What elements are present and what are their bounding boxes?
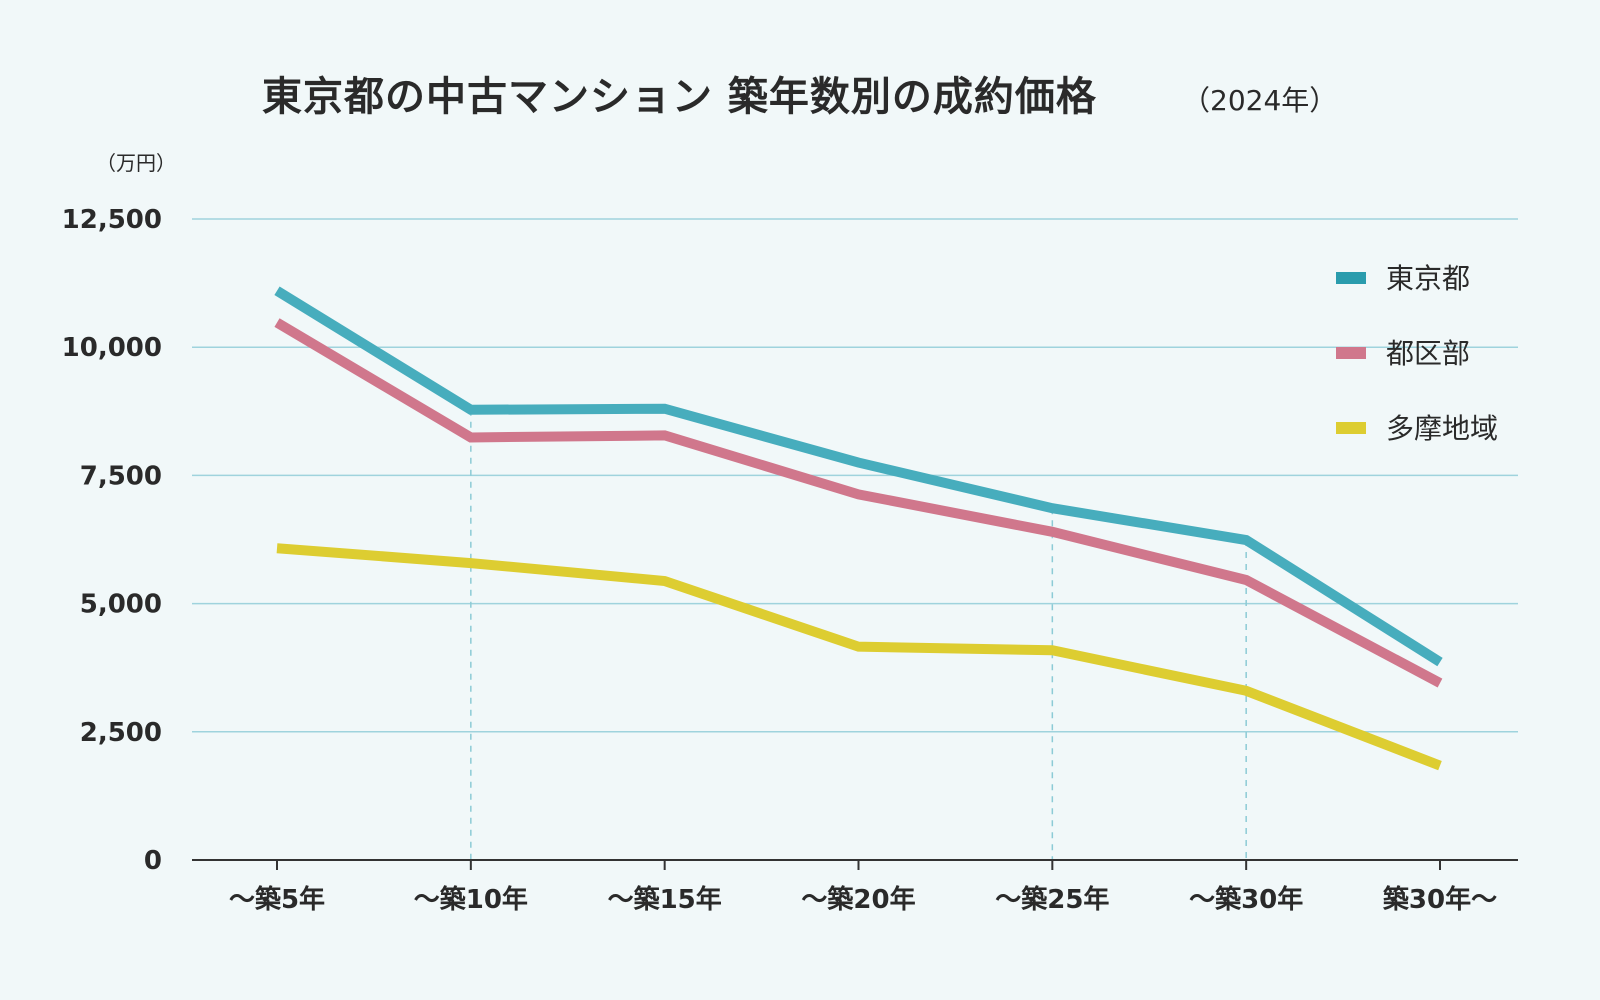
- series-line-1: [274, 318, 1443, 688]
- series-line-2: [276, 543, 1442, 771]
- x-axis-ticks: ～築5年 ～築10年 ～築15年 ～築20年 ～築25年 ～築30年 築30年～: [229, 884, 1497, 915]
- legend-label: 東京都: [1386, 262, 1470, 295]
- x-tick-label: ～築30年: [1189, 884, 1303, 915]
- x-tick-label: ～築15年: [608, 884, 722, 915]
- y-tick-label: 5,000: [80, 590, 162, 620]
- legend-label: 都区部: [1386, 337, 1470, 370]
- series-lines: [274, 286, 1443, 771]
- y-axis-ticks: 0 2,500 5,000 7,500 10,000 12,500: [62, 205, 162, 876]
- chart-subtitle: （2024年）: [1182, 84, 1337, 117]
- y-tick-label: 0: [144, 846, 162, 876]
- x-axis: [192, 859, 1518, 870]
- y-axis-unit-label: （万円）: [96, 151, 176, 175]
- y-tick-label: 2,500: [80, 718, 162, 748]
- legend-label: 多摩地域: [1386, 412, 1498, 445]
- y-tick-label: 12,500: [62, 205, 162, 235]
- legend-swatch: [1336, 422, 1366, 434]
- x-tick-label: ～築20年: [801, 884, 915, 915]
- chart-title-group: 東京都の中古マンション 築年数別の成約価格 （2024年）: [262, 74, 1337, 120]
- gridlines: [192, 218, 1518, 733]
- y-tick-label: 10,000: [62, 333, 162, 363]
- x-tick-label: ～築5年: [229, 884, 325, 915]
- y-tick-label: 7,500: [80, 461, 162, 491]
- legend-swatch: [1336, 272, 1366, 284]
- chart-title: 東京都の中古マンション 築年数別の成約価格: [262, 74, 1097, 120]
- series-line-0: [274, 286, 1443, 667]
- x-tick-label: ～築25年: [995, 884, 1109, 915]
- legend-swatch: [1336, 347, 1366, 359]
- dashed-guides: [470, 409, 1247, 860]
- x-tick-label: ～築10年: [414, 884, 528, 915]
- x-tick-label: 築30年～: [1382, 884, 1497, 915]
